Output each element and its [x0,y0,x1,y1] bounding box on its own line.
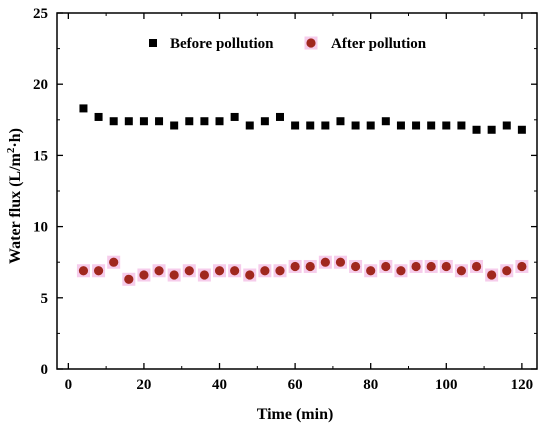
after-pollution-point [169,270,179,280]
before-pollution-point [321,121,330,130]
after-pollution-point [350,261,361,272]
legend-marker-before [149,39,157,47]
y-tick-label: 15 [33,148,48,164]
before-pollution-point [502,121,511,130]
after-pollution-point [245,270,255,280]
before-pollution-point [442,121,451,130]
after-pollution-point [230,266,240,276]
before-pollution-point [215,117,224,126]
before-pollution-point [200,117,209,126]
after-pollution-point [502,266,512,276]
before-pollution-point [487,125,496,134]
after-pollution-point [305,261,315,272]
before-pollution-point [185,117,194,126]
before-pollution-point [396,121,405,130]
after-pollution-point [320,257,330,267]
after-pollution-point [441,261,451,272]
y-tick-label: 5 [41,291,49,307]
x-tick-label: 120 [511,377,534,393]
before-pollution-point [124,117,133,126]
before-pollution-point [427,121,436,130]
after-pollution-point [109,257,119,267]
x-tick-label: 100 [435,377,458,393]
after-pollution-point [381,261,391,272]
before-pollution-point [291,121,300,130]
after-pollution-point [260,266,270,276]
before-pollution-point [275,112,284,121]
before-pollution-point [260,117,269,126]
y-axis-title-sup: 2 [5,147,17,153]
before-pollution-point [381,117,390,126]
before-pollution-point [351,121,360,130]
x-tick-label: 60 [288,377,303,393]
after-pollution-point [487,270,497,280]
before-pollution-point [412,121,421,130]
after-pollution-point [456,266,467,276]
after-pollution-point [214,266,225,276]
after-pollution-point [154,266,164,276]
after-pollution-point [426,261,436,272]
before-pollution-point [245,121,254,130]
axis-ticks: 0 20 40 60 80 100 120 0 5 10 15 20 25 [33,6,537,393]
plot-frame [56,12,538,370]
before-pollution-point [155,117,164,126]
y-axis-title-main: Water flux (L/m [7,152,24,263]
after-pollution-point [199,270,210,280]
y-tick-label: 0 [41,362,49,378]
after-pollution-point [366,266,376,276]
x-tick-label: 80 [363,377,378,393]
x-tick-label: 0 [65,377,73,393]
legend-label: After pollution [331,36,427,52]
after-pollution-point [184,266,194,276]
y-tick-label: 20 [33,77,48,93]
after-pollution-point [124,274,134,284]
before-pollution-point [170,121,179,130]
after-pollution-point [335,257,346,267]
x-axis-title: Time (min) [257,406,334,423]
before-pollution-point [457,121,466,130]
after-pollution-point [93,266,104,276]
before-pollution-point [306,121,315,130]
data-marks [76,104,529,286]
before-pollution-point [139,117,148,126]
after-pollution-point [290,261,300,272]
before-pollution-point [366,121,375,130]
legend-marker-after [306,38,316,48]
before-pollution-point [109,117,118,126]
before-pollution-point [230,112,239,121]
x-tick-label: 40 [212,377,227,393]
before-pollution-point [517,125,526,134]
y-tick-label: 25 [33,6,48,22]
after-pollution-point [139,270,149,280]
before-pollution-point [79,104,88,113]
y-tick-label: 10 [33,220,48,236]
before-pollution-point [336,117,345,126]
before-pollution-point [94,112,103,121]
x-tick-label: 20 [136,377,151,393]
legend-label: Before pollution [170,36,274,52]
before-pollution-point [472,125,481,134]
after-pollution-point [411,261,421,272]
after-pollution-point [471,261,482,272]
y-axis-title: Water flux (L/m2·h) [5,128,24,264]
legend: Before pollution After pollution [149,36,427,52]
after-pollution-point [517,261,527,272]
y-axis-title-tail: ·h) [7,128,24,148]
after-pollution-point [275,266,285,276]
after-pollution-point [78,266,89,276]
after-pollution-point [396,266,406,276]
